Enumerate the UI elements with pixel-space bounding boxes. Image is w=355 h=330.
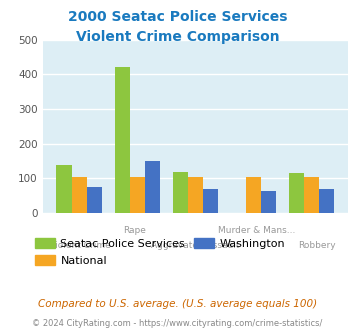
Text: All Violent Crime: All Violent Crime — [35, 241, 111, 250]
Bar — [56, 165, 72, 213]
Legend: Seatac Police Services, National, Washington: Seatac Police Services, National, Washin… — [31, 234, 290, 270]
Bar — [72, 177, 87, 213]
Text: © 2024 CityRating.com - https://www.cityrating.com/crime-statistics/: © 2024 CityRating.com - https://www.city… — [32, 319, 323, 328]
Bar — [304, 177, 319, 213]
Text: 2000 Seatac Police Services: 2000 Seatac Police Services — [68, 10, 287, 24]
Bar — [188, 177, 203, 213]
Text: Murder & Mans...: Murder & Mans... — [218, 226, 295, 235]
Bar — [289, 173, 304, 213]
Bar — [130, 177, 145, 213]
Text: Aggravated Assault: Aggravated Assault — [151, 241, 240, 250]
Text: Robbery: Robbery — [299, 241, 336, 250]
Text: Violent Crime Comparison: Violent Crime Comparison — [76, 30, 279, 44]
Bar — [115, 67, 130, 213]
Text: Rape: Rape — [123, 226, 146, 235]
Text: Compared to U.S. average. (U.S. average equals 100): Compared to U.S. average. (U.S. average … — [38, 299, 317, 309]
Bar — [261, 191, 276, 213]
Bar — [145, 161, 160, 213]
Bar — [87, 187, 102, 213]
Bar — [173, 172, 188, 213]
Bar — [319, 189, 334, 213]
Bar — [203, 189, 218, 213]
Bar — [246, 177, 261, 213]
